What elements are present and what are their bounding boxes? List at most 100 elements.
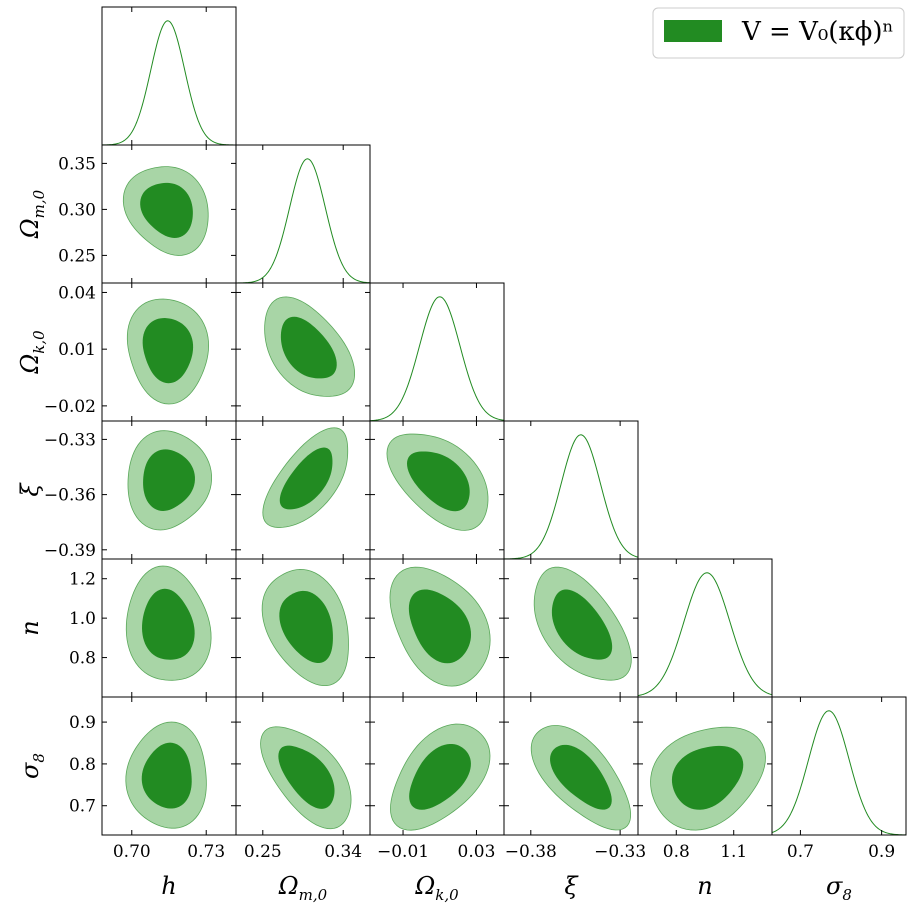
- contour-68-s8-xi: [550, 744, 612, 810]
- panel-n-h: 0.8 1.0 1.2: [69, 558, 237, 698]
- marginal-curve-xi: [504, 434, 638, 559]
- x-tick-label: 0.7: [787, 842, 814, 862]
- axis-label-subscript: 8: [30, 753, 48, 763]
- panel-content: [125, 721, 207, 829]
- marginal-curve-s8: [772, 710, 906, 835]
- x-axis-label-Ok: Ωk,0: [414, 872, 459, 904]
- marginal-curve-Om: [236, 158, 370, 283]
- contour-68-n-h: [142, 588, 195, 660]
- x-axis-label-h: h: [161, 872, 176, 900]
- y-axis-label-Om: Ωm,0: [16, 189, 48, 239]
- axis-label-symbol: ξ: [564, 872, 579, 900]
- panel-s8-n: 0.8 1.1: [637, 696, 773, 862]
- x-tick-label: 1.1: [720, 842, 747, 862]
- panel-s8-Om: 0.25 0.34: [235, 696, 371, 862]
- y-tick-label: 0.25: [58, 246, 96, 266]
- axis-label-symbol: n: [697, 872, 712, 900]
- panel-frame: [771, 696, 907, 836]
- contour-68-Om-h: [140, 182, 193, 238]
- axis-label-symbol: h: [161, 872, 176, 900]
- axis-label-symbol: Ω: [414, 872, 435, 900]
- contour-68-Ok-h: [142, 318, 194, 384]
- panel-content: [772, 710, 906, 835]
- y-tick-label: 0.8: [69, 755, 96, 775]
- panel-n-n: [637, 558, 773, 698]
- contour-68-s8-Om: [278, 745, 335, 809]
- panel-content: [650, 726, 766, 831]
- panel-frame: [369, 282, 505, 422]
- contour-68-n-Om: [279, 590, 333, 664]
- x-tick-label: 0.70: [113, 842, 151, 862]
- x-axis-label-xi: ξ: [564, 872, 579, 900]
- x-tick-label: −0.38: [505, 842, 557, 862]
- panel-Om-Om: [235, 144, 371, 284]
- x-axis-label-s8: σ8: [826, 872, 852, 904]
- panel-content: [262, 427, 349, 528]
- panel-content: [260, 726, 352, 830]
- axis-label-subscript: m,0: [30, 189, 48, 218]
- y-tick-label: 0.9: [69, 713, 96, 733]
- axis-label-symbol: n: [16, 620, 44, 635]
- y-tick-label: −0.36: [44, 486, 96, 506]
- panel-xi-Ok: [369, 420, 505, 560]
- y-tick-label: 0.04: [58, 283, 96, 303]
- y-axis-label-xi: ξ: [16, 482, 44, 497]
- panel-content: [264, 296, 356, 397]
- y-axis-label-Ok: Ωk,0: [16, 330, 48, 375]
- x-axis-label-Om: Ωm,0: [278, 872, 328, 904]
- panel-content: [389, 566, 491, 687]
- x-tick-label: 0.25: [244, 842, 282, 862]
- y-tick-label: 1.0: [69, 609, 96, 629]
- x-tick-label: 0.73: [187, 842, 225, 862]
- x-tick-label: −0.33: [594, 842, 646, 862]
- axis-label-symbol: σ: [826, 872, 843, 900]
- axis-label-subscript: k,0: [435, 886, 459, 904]
- y-tick-label: 1.2: [69, 570, 96, 590]
- panel-content: [126, 298, 210, 405]
- panel-content: [390, 723, 491, 831]
- panel-s8-h: 0.70 0.73 0.7 0.8 0.9: [69, 696, 237, 862]
- panel-xi-xi: [503, 420, 639, 560]
- panel-content: [102, 20, 236, 145]
- panel-content: [261, 568, 349, 687]
- axis-label-symbol: ξ: [16, 482, 44, 497]
- axis-label-subscript: m,0: [299, 886, 328, 904]
- contour-68-xi-Ok: [406, 451, 470, 512]
- panel-content: [533, 566, 632, 681]
- x-axis-label-n: n: [697, 872, 712, 900]
- marginal-curve-h: [102, 20, 236, 145]
- panel-s8-xi: −0.38 −0.33: [503, 696, 646, 862]
- panel-h-h: [101, 6, 237, 146]
- x-tick-label: 0.03: [458, 842, 496, 862]
- contour-68-xi-Om: [279, 447, 333, 510]
- panel-content: [127, 430, 212, 531]
- panel-content: [370, 296, 504, 421]
- panel-Om-h: 0.25 0.30 0.35: [58, 144, 237, 284]
- panel-content: [386, 433, 489, 531]
- panel-n-Ok: [369, 558, 505, 698]
- legend-swatch: [664, 20, 722, 42]
- y-axis-label-s8: σ8: [16, 753, 48, 779]
- y-tick-label: −0.39: [44, 541, 96, 561]
- panel-content: [236, 158, 370, 283]
- x-tick-label: −0.01: [377, 842, 429, 862]
- panel-Ok-h: −0.02 0.01 0.04: [44, 282, 237, 422]
- x-tick-label: 0.8: [663, 842, 690, 862]
- x-tick-label: 0.9: [868, 842, 895, 862]
- axis-label-symbol: Ω: [16, 218, 44, 239]
- panel-Ok-Om: [235, 282, 371, 422]
- marginal-curve-n: [638, 572, 772, 697]
- panel-frame: [101, 6, 237, 146]
- panel-n-Om: [235, 558, 371, 698]
- contour-68-s8-Ok: [409, 743, 471, 810]
- contour-68-xi-h: [143, 449, 195, 511]
- axis-label-symbol: σ: [16, 762, 44, 779]
- axis-label-symbol: Ω: [16, 354, 44, 375]
- panel-frame: [637, 558, 773, 698]
- marginal-curve-Ok: [370, 296, 504, 421]
- y-tick-label: 0.30: [58, 200, 96, 220]
- panel-content: [122, 166, 209, 256]
- contour-68-n-xi: [551, 589, 613, 660]
- legend: V = V₀(κϕ)ⁿ: [652, 7, 905, 59]
